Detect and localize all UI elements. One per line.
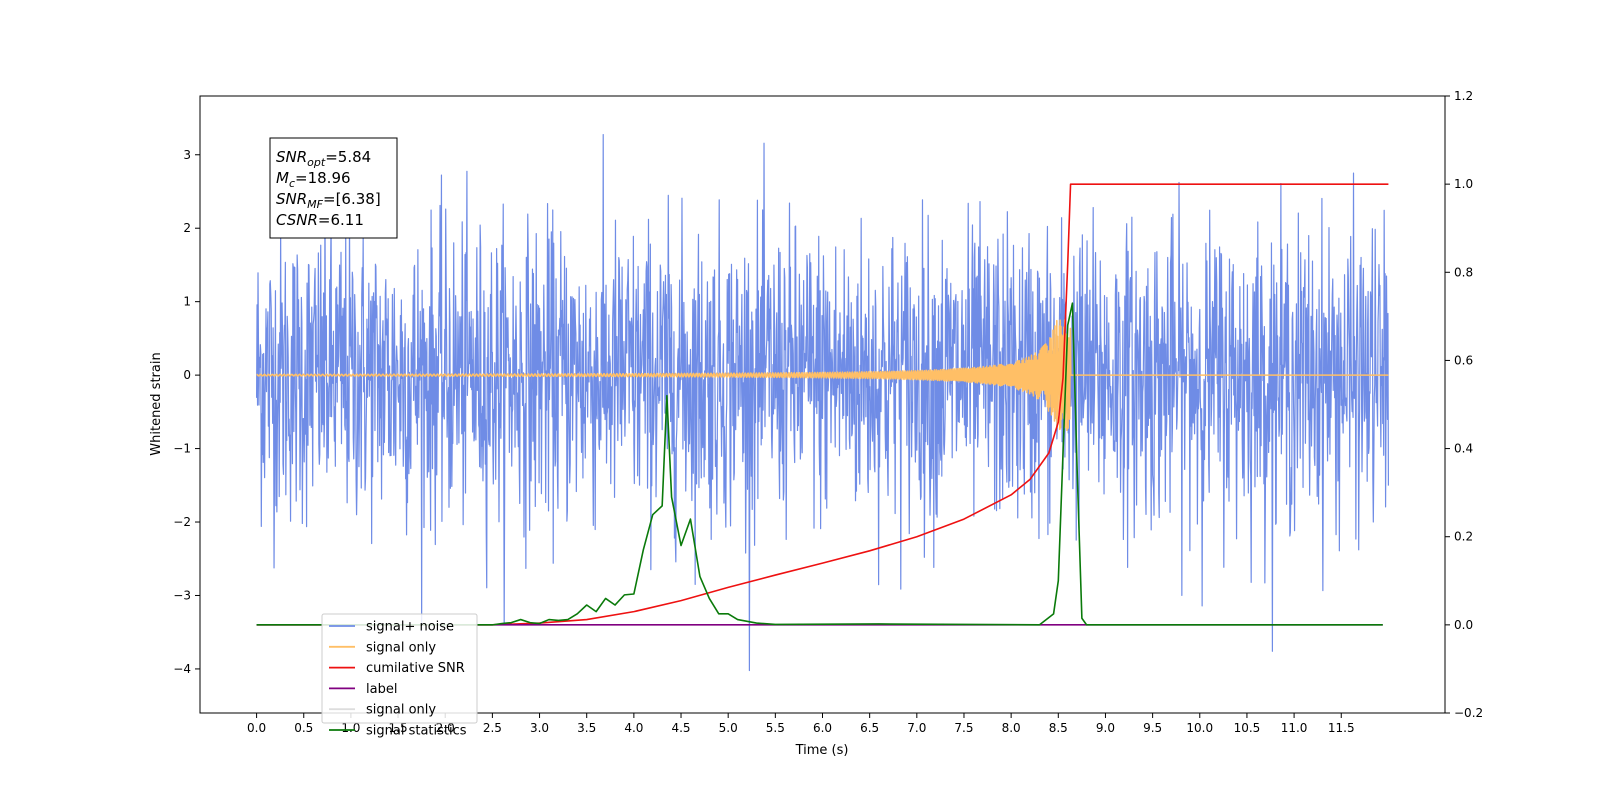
y-left-tick-label: 0 [183,368,191,382]
y-left-tick-label: −4 [173,662,191,676]
x-tick-label: 9.5 [1143,721,1162,735]
y-left-tick-label: 3 [183,148,191,162]
x-tick-label: 4.0 [624,721,643,735]
y-right-tick-label: 0.0 [1454,618,1473,632]
x-tick-label: 6.5 [860,721,879,735]
y-right-tick-label: 0.8 [1454,265,1473,279]
x-tick-label: 10.5 [1234,721,1261,735]
y-left-tick-label: −1 [173,442,191,456]
x-tick-label: 1.0 [341,721,360,735]
x-tick-label: 4.5 [671,721,690,735]
series-line-signal-only [256,319,1389,432]
y-left-axis-label: Whitened strain [149,352,164,455]
y-left-tick-label: 1 [183,295,191,309]
x-tick-label: 5.5 [766,721,785,735]
y-right-tick-label: 0.2 [1454,530,1473,544]
x-tick-label: 3.5 [577,721,596,735]
y-right-axis-ticks: −0.2 0.0 0.2 0.4 0.6 0.8 1.0 1.2 [1445,89,1483,720]
series-line-cumilative-snr [256,183,1389,626]
annotation-csnr: CSNR=6.11 [276,211,364,229]
legend-entry: cumilative SNR [366,661,465,676]
annotation-snr-mf: SNRMF=[6.38] [276,190,381,211]
x-tick-label: 11.0 [1281,721,1308,735]
x-tick-label: 2.0 [436,721,455,735]
legend-entry: signal statistics [366,724,467,739]
y-right-tick-label: 1.2 [1454,89,1473,103]
legend-entry: signal+ noise [366,620,454,635]
x-tick-label: 7.5 [954,721,973,735]
annotation-snr-opt: SNRopt=5.84 [276,148,371,169]
x-tick-label: 0.0 [247,721,266,735]
x-axis-label: Time (s) [795,743,849,758]
y-left-axis-ticks: −4 −3 −2 −1 0 1 2 3 [173,148,200,676]
x-tick-label: 8.5 [1049,721,1068,735]
y-right-tick-label: 0.4 [1454,442,1473,456]
legend-entry: signal only [366,640,436,655]
x-tick-label: 6.0 [813,721,832,735]
x-tick-label: 10.0 [1186,721,1213,735]
x-axis-ticks: 0.0 0.5 1.0 1.5 2.0 2.5 3.0 3.5 4.0 4.5 5.0 5.5 6.0 6… [247,713,1355,735]
x-tick-label: 7.0 [907,721,926,735]
x-tick-label: 8.0 [1002,721,1021,735]
series-line-signal-noise [255,133,1390,672]
legend-entry: signal only [366,703,436,718]
legend: signal+ noise signal only cumilative SNR la… [321,613,478,739]
x-tick-label: 11.5 [1328,721,1355,735]
y-left-tick-label: −2 [173,515,191,529]
y-right-tick-label: 0.6 [1454,353,1473,367]
legend-entry: label [366,682,397,697]
x-tick-label: 9.0 [1096,721,1115,735]
legend-frame [321,613,478,724]
y-right-tick-label: −0.2 [1454,706,1483,720]
x-tick-label: 1.5 [389,721,408,735]
annotation-chirp-mass: Mc=18.96 [276,169,351,190]
x-tick-label: 2.5 [483,721,502,735]
y-right-tick-label: 1.0 [1454,177,1473,191]
x-tick-label: 5.0 [719,721,738,735]
x-tick-label: 0.5 [294,721,313,735]
annotation-box: SNRopt=5.84 Mc=18.96 SNRMF=[6.38] CSNR=6… [269,137,398,239]
x-tick-label: 3.0 [530,721,549,735]
series-line-signal-statistics [256,302,1383,626]
y-left-tick-label: 2 [183,221,191,235]
y-left-tick-label: −3 [173,588,191,602]
